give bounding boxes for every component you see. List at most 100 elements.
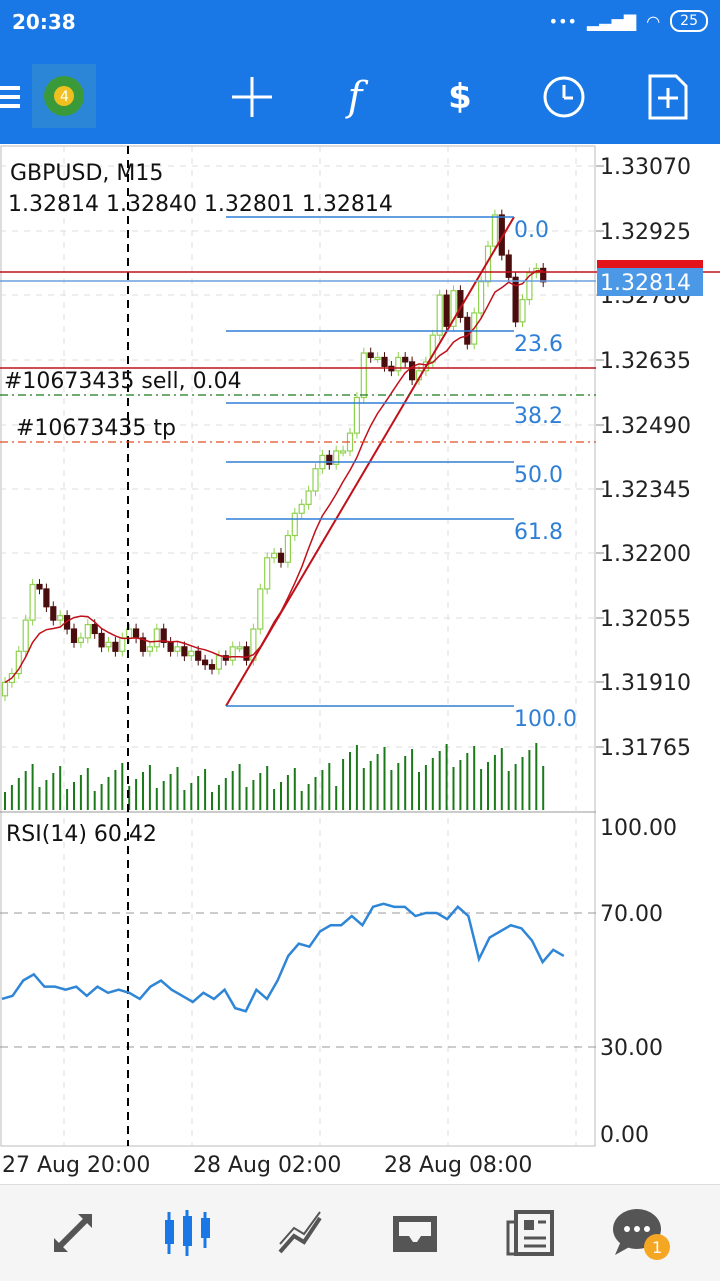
candle-body bbox=[167, 641, 174, 652]
toolbar: 4 f $ bbox=[0, 50, 720, 144]
price-tick-label: 1.32345 bbox=[600, 478, 691, 503]
current-price-label: 1.32814 bbox=[600, 271, 691, 296]
candle-body bbox=[540, 267, 547, 283]
clock-icon[interactable] bbox=[534, 67, 594, 127]
price-tick-label: 1.31765 bbox=[600, 736, 691, 761]
candle-body bbox=[29, 583, 36, 621]
menu-icon[interactable] bbox=[0, 67, 26, 127]
fib-level-label: 0.0 bbox=[514, 218, 549, 243]
candle-body bbox=[291, 512, 298, 537]
candle-body bbox=[360, 352, 367, 399]
candle-body bbox=[15, 650, 22, 675]
fib-level-label: 100.0 bbox=[514, 707, 577, 732]
candle-body bbox=[264, 557, 271, 590]
time-tick-label: 28 Aug 08:00 bbox=[384, 1153, 532, 1178]
status-bar: 20:38 ••• ▂▃▅▇ ◠ 25 bbox=[0, 0, 720, 50]
history-icon[interactable] bbox=[380, 1203, 450, 1263]
candle-body bbox=[57, 615, 64, 621]
candle-body bbox=[395, 356, 402, 372]
candle-body bbox=[133, 628, 140, 639]
candle-body bbox=[298, 503, 305, 514]
candle-body bbox=[277, 552, 285, 563]
messages-icon[interactable]: 1 bbox=[604, 1203, 674, 1263]
price-tick-label: 1.32925 bbox=[600, 220, 691, 245]
time-tick-label: 27 Aug 20:00 bbox=[2, 1153, 150, 1178]
candle-body bbox=[367, 352, 374, 359]
rsi-label: RSI(14) 60.42 bbox=[6, 822, 157, 847]
moving-average-line bbox=[4, 270, 544, 684]
candle-body bbox=[229, 646, 236, 661]
candle-body bbox=[478, 281, 485, 314]
candle-body bbox=[450, 290, 457, 327]
price-tick-label: 1.32635 bbox=[600, 349, 691, 374]
battery-indicator: 25 bbox=[670, 10, 708, 32]
candle-body bbox=[215, 655, 222, 670]
candle-body bbox=[312, 468, 319, 492]
candle-body bbox=[119, 637, 126, 652]
crosshair-icon[interactable] bbox=[222, 67, 282, 127]
candle-body bbox=[491, 214, 498, 247]
quotes-icon[interactable] bbox=[38, 1203, 108, 1263]
news-icon[interactable] bbox=[496, 1203, 566, 1263]
symbol-label: GBPUSD, M15 bbox=[10, 161, 163, 186]
candle-body bbox=[443, 294, 450, 327]
price-tick-label: 1.32055 bbox=[600, 607, 691, 632]
candle-body bbox=[340, 450, 347, 454]
time-tick-label: 28 Aug 02:00 bbox=[193, 1153, 341, 1178]
candle-body bbox=[43, 588, 50, 608]
trade-nav-icon[interactable] bbox=[266, 1203, 336, 1263]
candle-body bbox=[271, 552, 278, 559]
candle-body bbox=[333, 450, 340, 465]
current-price-tag bbox=[597, 268, 703, 296]
signal-icon: ▂▃▅▇ bbox=[586, 11, 637, 31]
chart-canvas[interactable]: 1.330701.329251.327801.326351.324901.323… bbox=[0, 144, 720, 1184]
price-tick-label: 1.32200 bbox=[600, 542, 691, 567]
candle-body bbox=[284, 534, 291, 563]
chart-area[interactable]: 1.33070 1.32925 1.32780 1.32635 1.32490 1.323… bbox=[0, 144, 720, 1184]
bottom-nav: 1 bbox=[0, 1184, 720, 1281]
price-tick-label: 1.33070 bbox=[600, 155, 691, 180]
wifi-icon: ◠ bbox=[646, 11, 661, 31]
candle-body bbox=[243, 646, 250, 661]
candle-body bbox=[112, 641, 119, 652]
status-time: 20:38 bbox=[12, 10, 76, 34]
candle-body bbox=[519, 298, 526, 323]
candle-body bbox=[208, 664, 216, 670]
svg-text:4: 4 bbox=[60, 89, 69, 105]
chart-icon[interactable] bbox=[152, 1203, 222, 1263]
candle-body bbox=[36, 583, 43, 590]
rsi-tick-label: 100.00 bbox=[600, 816, 677, 841]
candle-body bbox=[174, 646, 181, 652]
candle-body bbox=[374, 356, 381, 361]
fib-level-label: 50.0 bbox=[514, 463, 563, 488]
candle-body bbox=[70, 628, 78, 643]
candle-body bbox=[195, 650, 202, 661]
candle-body bbox=[402, 356, 409, 363]
candle-body bbox=[236, 646, 243, 650]
candle-body bbox=[160, 628, 167, 643]
candle-body bbox=[305, 490, 312, 505]
fib-level-label: 38.2 bbox=[514, 404, 563, 429]
new-chart-icon[interactable] bbox=[638, 67, 698, 127]
trade-icon[interactable]: $ bbox=[448, 77, 472, 117]
candle-body bbox=[202, 659, 209, 666]
candle-body bbox=[436, 294, 443, 336]
candle-body bbox=[353, 396, 360, 434]
candle-body bbox=[505, 254, 512, 278]
price-tick-label: 1.31910 bbox=[600, 671, 691, 696]
candle-body bbox=[1, 681, 9, 697]
candle-body bbox=[381, 356, 388, 367]
candle-body bbox=[22, 619, 29, 652]
candle-body bbox=[84, 623, 91, 639]
candle-body bbox=[257, 588, 264, 630]
candle-body bbox=[188, 650, 195, 657]
rsi-tick-label: 0.00 bbox=[600, 1123, 649, 1148]
candle-body bbox=[146, 646, 153, 652]
rsi-tick-label: 30.00 bbox=[600, 1036, 663, 1061]
app-logo[interactable]: 4 bbox=[32, 64, 96, 128]
sell-order-label: #10673435 sell, 0.04 bbox=[4, 369, 242, 394]
fib-level-label: 23.6 bbox=[514, 332, 563, 357]
function-icon[interactable]: f bbox=[347, 74, 363, 120]
candle-body bbox=[91, 623, 98, 635]
candle-body bbox=[512, 276, 519, 323]
